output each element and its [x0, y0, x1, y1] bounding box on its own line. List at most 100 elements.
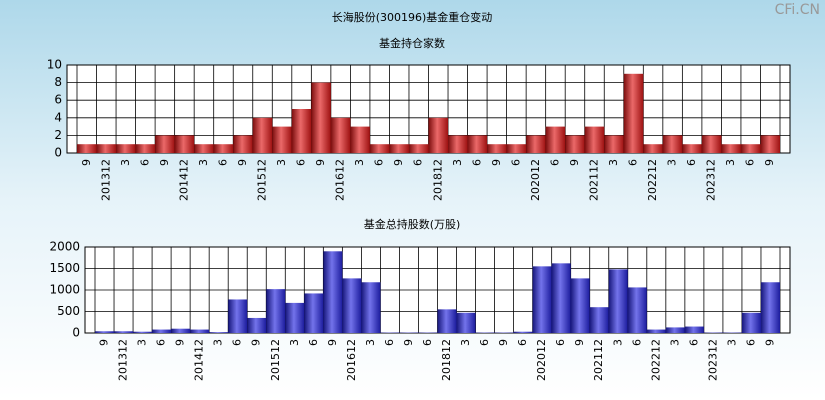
bar — [285, 302, 305, 333]
x-tick-label: 201312 — [99, 159, 112, 201]
x-tick-label: 6 — [470, 159, 483, 166]
x-tick-label: 9 — [80, 159, 93, 166]
x-tick-label: 6 — [216, 159, 229, 166]
x-tick-label: 3 — [364, 339, 377, 346]
x-tick-label: 201412 — [177, 159, 190, 201]
y-tick-label: 0 — [54, 146, 62, 160]
x-tick-label: 6 — [744, 339, 757, 346]
x-tick-label: 3 — [725, 339, 738, 346]
bar — [513, 331, 533, 333]
x-tick-label: 201612 — [334, 159, 347, 201]
chart-title: 基金持仓家数 — [379, 36, 445, 50]
bar — [247, 317, 267, 333]
bar — [662, 135, 683, 153]
x-tick-label: 6 — [627, 159, 640, 166]
x-tick-label: 6 — [383, 339, 396, 346]
x-tick-label: 202312 — [705, 159, 718, 201]
bar — [155, 135, 175, 153]
bar — [721, 144, 741, 153]
bar — [604, 135, 624, 153]
watermark: CFi.CN — [775, 2, 820, 18]
x-tick-label: 6 — [687, 339, 700, 346]
bar — [506, 144, 527, 153]
bar — [361, 282, 381, 333]
bar — [228, 299, 248, 333]
bar — [152, 329, 172, 333]
x-tick-label: 3 — [611, 339, 624, 346]
bar — [233, 135, 253, 153]
x-tick-label: 6 — [155, 339, 168, 346]
bar — [448, 135, 468, 153]
bar — [266, 289, 286, 333]
y-tick-label: 10 — [47, 58, 62, 72]
bar — [116, 144, 136, 153]
x-tick-label: 6 — [744, 159, 757, 166]
bar — [171, 328, 191, 333]
bar — [95, 331, 115, 333]
x-tick-label: 9 — [490, 159, 503, 166]
x-tick-label: 3 — [275, 159, 288, 166]
y-tick-label: 500 — [57, 304, 80, 318]
x-tick-label: 3 — [666, 159, 679, 166]
bar — [323, 251, 343, 333]
x-tick-label: 201512 — [269, 339, 282, 381]
x-tick-label: 6 — [685, 159, 698, 166]
bar — [584, 126, 605, 153]
x-tick-label: 3 — [136, 339, 149, 346]
y-tick-label: 0 — [72, 326, 80, 340]
x-tick-label: 3 — [197, 159, 210, 166]
bar — [532, 266, 552, 333]
x-tick-label: 9 — [402, 339, 415, 346]
x-tick-label: 202112 — [587, 159, 600, 201]
x-tick-label: 3 — [724, 159, 737, 166]
x-tick-label: 9 — [763, 339, 776, 346]
bar — [740, 144, 761, 153]
x-tick-label: 6 — [509, 159, 522, 166]
x-tick-label: 9 — [250, 339, 263, 346]
x-tick-label: 202212 — [649, 339, 662, 381]
bar — [608, 269, 628, 333]
x-tick-label: 9 — [236, 159, 249, 166]
x-tick-label: 9 — [568, 159, 581, 166]
bar — [456, 312, 476, 333]
x-tick-label: 6 — [554, 339, 567, 346]
x-tick-label: 3 — [212, 339, 225, 346]
bar — [467, 135, 488, 153]
x-tick-label: 9 — [326, 339, 339, 346]
bar — [437, 309, 457, 333]
x-tick-label: 9 — [174, 339, 187, 346]
bar — [760, 282, 780, 333]
x-tick-label: 201512 — [256, 159, 269, 201]
bar — [545, 126, 566, 153]
x-tick-label: 9 — [497, 339, 510, 346]
bar — [311, 82, 331, 153]
bar — [190, 329, 210, 333]
bar — [369, 144, 390, 153]
x-tick-label: 201412 — [193, 339, 206, 381]
bar — [77, 144, 97, 153]
y-tick-label: 8 — [54, 75, 62, 89]
bar — [665, 327, 685, 333]
chart-title: 基金总持股数(万股) — [364, 217, 461, 231]
y-tick-label: 2000 — [49, 240, 80, 254]
bar — [526, 135, 546, 153]
x-tick-label: 6 — [138, 159, 151, 166]
x-tick-label: 6 — [421, 339, 434, 346]
x-tick-label: 9 — [158, 159, 171, 166]
x-tick-label: 3 — [288, 339, 301, 346]
bar — [213, 144, 234, 153]
bar — [408, 144, 429, 153]
bar — [252, 117, 273, 153]
y-tick-label: 6 — [54, 93, 62, 107]
page-title: 长海股份(300196)基金重仓变动 — [332, 10, 493, 24]
x-tick-label: 6 — [231, 339, 244, 346]
x-tick-label: 6 — [307, 339, 320, 346]
bar — [174, 135, 195, 153]
x-tick-label: 3 — [451, 159, 464, 166]
x-tick-label: 6 — [516, 339, 529, 346]
bar — [684, 326, 704, 333]
x-tick-label: 3 — [119, 159, 132, 166]
bar — [646, 329, 666, 333]
x-tick-label: 6 — [548, 159, 561, 166]
x-tick-label: 9 — [763, 159, 776, 166]
